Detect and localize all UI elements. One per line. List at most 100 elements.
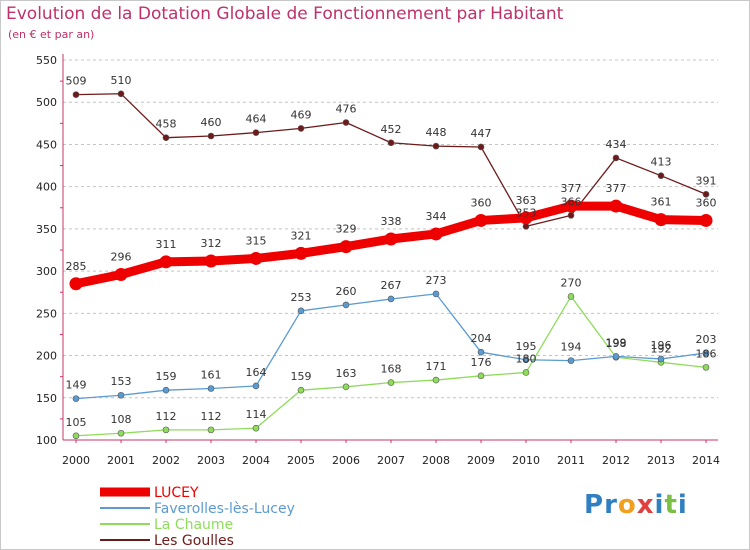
data-point	[522, 369, 530, 376]
data-labels: 509 510 458 460 464 469 476 452 448 447 353 366 434 4…	[66, 74, 717, 429]
data-label: 204	[471, 332, 492, 345]
chart-subtitle: (en € et par an)	[8, 28, 95, 41]
data-point	[72, 395, 80, 402]
data-point	[384, 232, 398, 246]
data-label: 476	[336, 102, 357, 115]
data-point	[519, 211, 533, 225]
data-point	[117, 391, 125, 399]
x-tick-label: 2004	[242, 454, 270, 467]
data-label: 344	[426, 210, 447, 223]
data-point	[612, 154, 620, 162]
legend-label: Les Goulles	[154, 533, 234, 549]
data-label: 180	[516, 352, 537, 365]
data-label: 114	[246, 408, 267, 421]
data-label: 434	[606, 138, 627, 151]
x-tick-label: 2009	[467, 454, 495, 467]
data-point	[72, 432, 80, 440]
series	[69, 90, 713, 440]
data-point	[252, 129, 260, 136]
data-label: 199	[606, 336, 627, 349]
y-tick-label: 350	[36, 223, 57, 236]
x-tick-label: 2000	[62, 454, 90, 467]
data-point	[117, 90, 125, 98]
legend-label: LUCEY	[154, 485, 199, 501]
data-label: 464	[246, 113, 267, 126]
data-point	[522, 356, 530, 364]
y-tick-label: 200	[36, 350, 57, 363]
data-point	[387, 139, 395, 147]
data-point	[117, 429, 125, 437]
data-point	[69, 277, 83, 291]
data-label: 253	[291, 291, 312, 304]
data-point	[474, 213, 488, 227]
data-label: 198	[606, 337, 627, 350]
x-tick-label: 2010	[512, 454, 540, 467]
data-label: 315	[246, 234, 267, 247]
data-point	[432, 376, 440, 384]
data-point	[702, 349, 710, 357]
logo-letter: o	[617, 490, 637, 520]
axes: 100 150 200 250 300 350 400 450 500 550 2000 2001 20…	[36, 54, 720, 467]
data-point	[612, 353, 620, 360]
data-point	[297, 125, 305, 132]
data-point	[114, 267, 128, 281]
data-point	[567, 293, 575, 300]
x-tick-label: 2013	[647, 454, 675, 467]
data-point	[702, 364, 710, 371]
data-point	[609, 199, 623, 213]
data-point	[432, 290, 440, 298]
data-label: 311	[156, 238, 177, 251]
data-point	[297, 307, 305, 315]
data-label: 192	[651, 342, 672, 355]
y-tick-label: 250	[36, 307, 57, 320]
data-label: 273	[426, 274, 447, 287]
data-point	[657, 172, 665, 179]
data-point	[159, 255, 173, 269]
logo-letter: i	[654, 490, 665, 520]
data-label: 329	[336, 223, 357, 236]
data-label: 285	[66, 260, 87, 273]
data-label: 377	[606, 182, 627, 195]
data-point	[342, 301, 350, 309]
y-tick-label: 550	[36, 54, 57, 67]
data-point	[204, 254, 218, 268]
data-label: 366	[561, 195, 582, 208]
logo-letter: x	[636, 490, 655, 520]
data-label: 361	[651, 196, 672, 209]
data-label: 321	[291, 229, 312, 242]
x-tick-label: 2007	[377, 454, 405, 467]
data-label: 360	[696, 196, 717, 209]
data-label: 270	[561, 276, 582, 289]
data-label: 194	[561, 341, 582, 354]
data-point	[162, 426, 170, 434]
data-label: 391	[696, 174, 717, 187]
data-label: 195	[516, 340, 537, 353]
x-tick-label: 2001	[107, 454, 135, 467]
data-label: 161	[201, 368, 222, 381]
data-point	[297, 386, 305, 394]
data-label: 159	[156, 370, 177, 383]
x-tick-label: 2006	[332, 454, 360, 467]
chart-title: Evolution de la Dotation Globale de Fonc…	[6, 4, 564, 24]
data-label: 149	[66, 379, 87, 392]
data-label: 510	[111, 74, 132, 87]
data-label: 363	[516, 194, 537, 207]
data-point	[387, 379, 395, 386]
data-point	[72, 91, 80, 98]
data-point	[207, 385, 215, 392]
x-tick-label: 2003	[197, 454, 225, 467]
data-label: 159	[291, 370, 312, 383]
data-point	[249, 251, 263, 265]
data-point	[207, 132, 215, 140]
data-point	[207, 426, 215, 434]
data-point	[387, 295, 395, 303]
data-label: 108	[111, 413, 132, 426]
data-label: 413	[651, 156, 672, 169]
data-label: 312	[201, 237, 222, 250]
data-label: 296	[111, 250, 132, 263]
data-label: 171	[426, 360, 447, 373]
data-label: 338	[381, 215, 402, 228]
data-point	[294, 246, 308, 260]
